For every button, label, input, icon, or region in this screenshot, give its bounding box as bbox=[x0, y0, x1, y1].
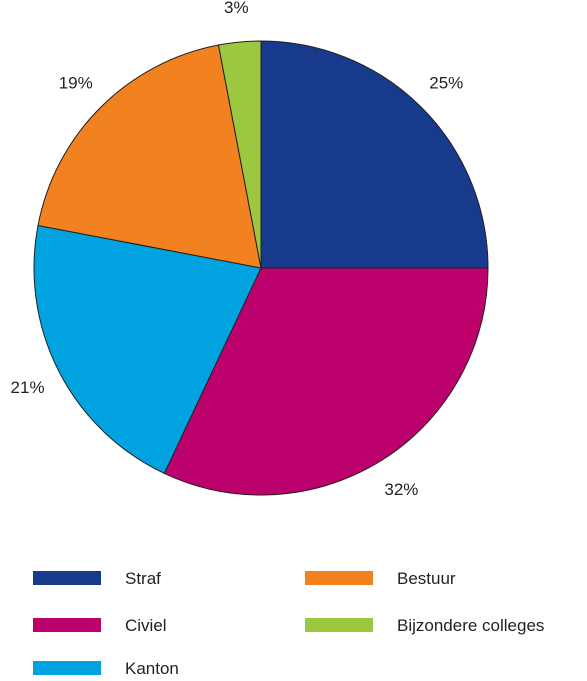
pie-slice-straf bbox=[260, 40, 489, 269]
legend-swatch-kanton bbox=[33, 661, 101, 675]
legend-swatch-civiel bbox=[33, 618, 101, 632]
value-label-straf: 25% bbox=[429, 74, 463, 93]
value-label-bestuur: 19% bbox=[59, 74, 93, 93]
legend-swatch-bestuur bbox=[305, 571, 373, 585]
legend: Straf Civiel Kanton Bestuur Bijzondere colle… bbox=[33, 569, 544, 678]
pie-slice-civiel bbox=[163, 267, 489, 496]
value-label-kanton: 21% bbox=[11, 378, 45, 397]
pie-slices bbox=[33, 40, 489, 496]
value-label-civiel: 32% bbox=[384, 480, 418, 499]
legend-swatch-straf bbox=[33, 571, 101, 585]
value-label-bijzondere-colleges: 3% bbox=[224, 0, 249, 17]
pie-slice-kanton bbox=[33, 224, 262, 475]
legend-label-straf: Straf bbox=[125, 569, 161, 588]
legend-swatch-bijzondere-colleges bbox=[305, 618, 373, 632]
pie-slice-bestuur bbox=[37, 44, 262, 269]
pie-value-labels: 25% 32% 21% 19% 3% bbox=[11, 0, 464, 499]
legend-label-civiel: Civiel bbox=[125, 616, 167, 635]
pie-slice-bijzondere-colleges bbox=[217, 40, 262, 269]
legend-label-kanton: Kanton bbox=[125, 659, 179, 678]
legend-label-bijzondere-colleges: Bijzondere colleges bbox=[397, 616, 544, 635]
legend-label-bestuur: Bestuur bbox=[397, 569, 456, 588]
